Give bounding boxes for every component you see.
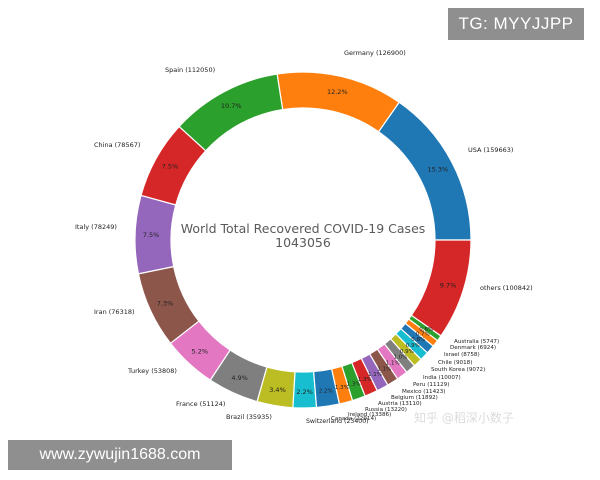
- slice-percent-label: 0.7%: [416, 332, 430, 338]
- slice-name-label: Brazil (35935): [226, 413, 272, 421]
- pie-slice: [410, 239, 472, 337]
- slice-name-label: Austria (13110): [378, 401, 422, 407]
- slice-percent-label: 1.0%: [393, 355, 407, 361]
- slice-percent-label: 3.4%: [269, 386, 286, 394]
- url-watermark: www.zywujin1688.com: [8, 440, 232, 470]
- slice-percent-label: 4.9%: [231, 374, 248, 382]
- slice-name-label: Mexico (11423): [402, 389, 445, 395]
- slice-percent-label: 7.3%: [157, 300, 174, 308]
- slice-percent-label: 1.1%: [377, 367, 391, 373]
- slice-name-label: Russia (13220): [365, 407, 407, 413]
- slice-name-label: China (78567): [94, 141, 140, 149]
- slice-name-label: Peru (11129): [413, 382, 449, 388]
- percent-labels-layer: 15.3% 12.2% 10.7% 7.5% 7.5% 7.3% 5.2% 4.9% 3.4% 2…: [143, 88, 456, 396]
- slice-percent-label: 12.2%: [327, 88, 348, 96]
- pie-slice: [377, 101, 472, 241]
- slice-percent-label: 2.2%: [296, 388, 313, 396]
- slice-name-label: Australia (5747): [454, 339, 499, 345]
- slice-percent-label: 9.7%: [440, 281, 457, 289]
- slice-percent-label: 1.1%: [386, 361, 400, 367]
- slice-percent-label: 10.7%: [221, 102, 242, 110]
- slice-name-label: Belgium (11892): [391, 395, 438, 401]
- pie-slice: [178, 73, 284, 152]
- slice-name-label: Iran (76318): [94, 308, 135, 316]
- slice-name-label: Spain (112050): [165, 66, 215, 74]
- slice-name-label: Turkey (53808): [127, 367, 177, 375]
- slice-percent-label: 15.3%: [427, 166, 448, 174]
- chart-total: 1043056: [275, 235, 331, 250]
- slice-percent-label: 1.3%: [358, 377, 372, 383]
- slice-name-label: USA (159663): [468, 146, 513, 154]
- slice-percent-label: 1.3%: [347, 381, 361, 387]
- slice-name-label: others (100842): [480, 284, 533, 292]
- slice-name-label: Chile (9018): [438, 360, 472, 366]
- slice-percent-label: 1.1%: [368, 372, 382, 378]
- slice-labels-layer: USA (159663) Germany (126900) Spain (11205…: [75, 49, 533, 425]
- slice-name-label: Italy (78249): [75, 223, 117, 231]
- slice-name-label: South Korea (9072): [431, 367, 485, 373]
- slice-name-label: Canada (22914): [331, 416, 376, 422]
- slice-percent-label: 0.9%: [406, 343, 420, 349]
- slice-percent-label: 1.3%: [335, 385, 349, 391]
- tag-watermark: TG: MYYJJPP: [448, 8, 584, 40]
- slice-percent-label: 7.5%: [162, 163, 179, 171]
- slice-name-label: Germany (126900): [344, 49, 406, 57]
- chart-title: World Total Recovered COVID-19 Cases: [181, 221, 426, 236]
- slice-name-label: Ireland (13386): [348, 412, 391, 418]
- slice-name-label: Denmark (6924): [450, 345, 496, 351]
- slice-name-label: Switzerland (23400): [306, 418, 369, 425]
- slice-name-label: France (51124): [176, 400, 225, 408]
- slice-name-label: Israel (8758): [444, 352, 480, 358]
- pie-slice: [276, 71, 400, 133]
- slice-percent-label: 7.5%: [143, 231, 160, 239]
- slice-name-label: India (10007): [423, 375, 461, 381]
- slice-percent-label: 0.6%: [419, 327, 433, 333]
- slice-percent-label: 0.9%: [400, 349, 414, 355]
- slice-percent-label: 2.2%: [319, 388, 333, 394]
- slice-percent-label: 5.2%: [192, 348, 209, 356]
- zhihu-watermark: 知乎 @稻深小数子: [414, 411, 514, 425]
- slice-percent-label: 0.8%: [411, 337, 425, 343]
- slices-layer: [134, 71, 472, 409]
